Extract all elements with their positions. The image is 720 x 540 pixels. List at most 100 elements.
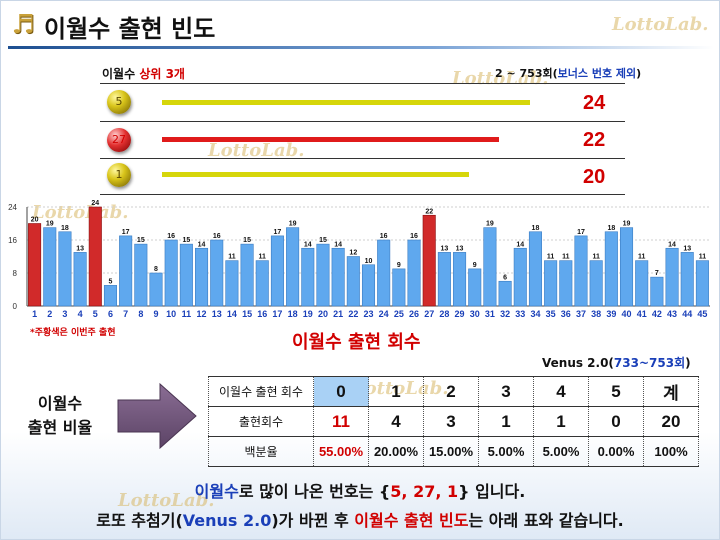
- x-tick-label: 28: [439, 309, 449, 319]
- x-tick-label: 26: [409, 309, 419, 319]
- x-tick-label: 20: [318, 309, 328, 319]
- bar: [695, 260, 709, 307]
- x-tick-label: 24: [379, 309, 389, 319]
- table-cell: 1: [478, 406, 534, 437]
- x-tick-label: 25: [394, 309, 404, 319]
- bar: [286, 227, 300, 307]
- bar: [225, 260, 239, 307]
- data-label: 11: [638, 254, 646, 261]
- data-label: 18: [61, 225, 69, 232]
- data-label: 13: [440, 245, 448, 252]
- x-tick-label: 17: [272, 309, 282, 319]
- y-tick-label: 8: [13, 269, 18, 278]
- music-note-logo-icon: ♬: [11, 10, 35, 40]
- watermark: LottoLab.: [612, 14, 709, 35]
- table-cell: 0: [313, 376, 369, 407]
- x-tick-label: 4: [78, 309, 83, 319]
- data-label: 5: [109, 278, 113, 285]
- data-label: 16: [213, 233, 221, 240]
- table-cell: 0.00%: [588, 436, 644, 467]
- table-cell: 55.00%: [313, 436, 369, 467]
- x-tick-label: 8: [138, 309, 143, 319]
- summary-line-1: 이월수로 많이 나온 번호는 {5, 27, 1} 입니다.: [0, 478, 720, 502]
- bar: [210, 239, 224, 307]
- x-tick-label: 6: [108, 309, 113, 319]
- table-cell: 이월수 출현 회수: [208, 376, 314, 407]
- x-tick-label: 29: [455, 309, 465, 319]
- divider: [100, 158, 625, 159]
- data-label: 11: [547, 254, 555, 261]
- x-tick-label: 10: [166, 309, 176, 319]
- top3-bar: [162, 100, 530, 105]
- table-cell: 100%: [643, 436, 699, 467]
- watermark: LottoLab.: [208, 140, 305, 161]
- table-cell: 5.00%: [533, 436, 589, 467]
- range-highlight: 보너스 번호 제외: [557, 67, 637, 80]
- bar: [240, 243, 254, 307]
- x-tick-label: 7: [123, 309, 128, 319]
- data-label: 14: [516, 241, 524, 248]
- bar: [346, 256, 360, 307]
- bar: [88, 206, 102, 307]
- x-tick-label: 16: [257, 309, 267, 319]
- summary-text: 이월수: [194, 482, 239, 501]
- y-tick-label: 24: [8, 203, 17, 212]
- x-tick-label: 36: [561, 309, 571, 319]
- data-label: 16: [167, 233, 175, 240]
- data-label: 20: [31, 217, 39, 224]
- x-tick-label: 13: [212, 309, 222, 319]
- y-tick-label: 16: [8, 236, 17, 245]
- bar: [619, 227, 634, 307]
- table-cell: 계: [643, 376, 699, 407]
- table-cell: 3: [423, 406, 479, 437]
- venus-prefix: Venus 2.0(: [542, 356, 614, 370]
- bar: [483, 227, 497, 307]
- bar: [589, 260, 603, 307]
- bar: [119, 235, 133, 307]
- bar: [665, 247, 679, 307]
- x-tick-label: 12: [197, 309, 207, 319]
- bar: [179, 243, 193, 307]
- data-label: 13: [683, 245, 691, 252]
- data-label: 15: [319, 237, 327, 244]
- ratio-label-line: 출현 비율: [27, 418, 93, 437]
- data-label: 11: [699, 254, 707, 261]
- x-tick-label: 19: [303, 309, 313, 319]
- x-tick-label: 22: [348, 309, 358, 319]
- x-tick-label: 33: [515, 309, 525, 319]
- data-label: 14: [334, 241, 342, 248]
- venus-label: Venus 2.0(733~753회): [542, 354, 691, 371]
- ratio-label-line: 이월수: [37, 394, 83, 413]
- data-label: 17: [274, 229, 282, 236]
- data-label: 24: [91, 200, 99, 207]
- x-tick-label: 35: [546, 309, 556, 319]
- x-tick-label: 14: [227, 309, 237, 319]
- summary-text: )가 바뀐 후: [271, 511, 355, 530]
- bar: [149, 272, 163, 307]
- data-label: 9: [397, 262, 401, 269]
- data-label: 19: [46, 221, 54, 228]
- bar: [164, 239, 178, 307]
- top3-count: 20: [583, 166, 606, 188]
- chart-note: *주황색은 이번주 출현: [30, 328, 116, 338]
- bar: [453, 252, 467, 307]
- data-label: 11: [228, 254, 236, 261]
- lotto-ball: 1: [107, 163, 131, 187]
- x-tick-label: 44: [682, 309, 692, 319]
- x-tick-label: 3: [62, 309, 67, 319]
- data-label: 11: [259, 254, 267, 261]
- bar: [513, 247, 527, 307]
- divider: [100, 83, 625, 84]
- x-tick-label: 39: [606, 309, 616, 319]
- x-tick-label: 41: [637, 309, 647, 319]
- carryover-stats-table: 이월수 출현 회수 0 1 2 3 4 5 계 출현회수 11 4 3 1 1 …: [208, 376, 699, 467]
- bar: [468, 268, 482, 307]
- right-arrow-icon: [117, 382, 197, 450]
- data-label: 17: [577, 229, 585, 236]
- x-tick-label: 15: [242, 309, 252, 319]
- x-tick-label: 18: [288, 309, 298, 319]
- table-cell: 1: [368, 376, 424, 407]
- table-cell: 4: [533, 376, 589, 407]
- bar: [574, 235, 588, 307]
- x-tick-label: 32: [500, 309, 510, 319]
